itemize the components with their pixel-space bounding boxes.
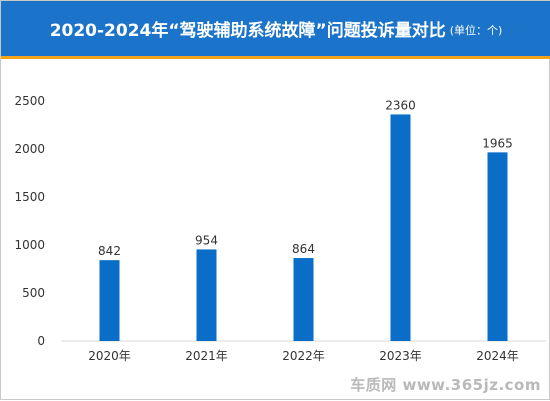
y-tick-label: 1500 <box>14 190 45 204</box>
data-label: 1965 <box>482 136 513 150</box>
unit-label: (单位：个) <box>449 24 503 37</box>
data-label: 2360 <box>385 98 416 112</box>
x-tick-label: 2021年 <box>185 349 228 363</box>
bar <box>293 258 314 341</box>
watermark: 车质网 www.365jz.com <box>350 376 541 394</box>
bar <box>196 249 217 341</box>
bar <box>390 114 411 341</box>
data-label: 842 <box>98 244 121 258</box>
title-bar: 2020-2024年“驾驶辅助系统故障”问题投诉量对比 (单位：个) <box>1 1 550 59</box>
data-label: 864 <box>292 242 315 256</box>
y-tick-label: 2500 <box>14 94 45 108</box>
y-tick-label: 0 <box>37 334 45 348</box>
x-tick-label: 2022年 <box>282 349 325 363</box>
bar <box>99 260 120 341</box>
x-tick-label: 2023年 <box>379 349 422 363</box>
chart-title: 2020-2024年“驾驶辅助系统故障”问题投诉量对比 <box>49 21 446 41</box>
data-label: 954 <box>195 233 218 247</box>
y-tick-label: 500 <box>22 286 45 300</box>
x-tick-label: 2020年 <box>88 349 131 363</box>
x-tick-label: 2024年 <box>476 349 519 363</box>
bar-chart: 0 500 1000 1500 2000 2500 842 2020年 954 2021年 864 2… <box>14 94 546 363</box>
y-tick-label: 2000 <box>14 142 45 156</box>
bar <box>487 152 508 341</box>
y-tick-label: 1000 <box>14 238 45 252</box>
